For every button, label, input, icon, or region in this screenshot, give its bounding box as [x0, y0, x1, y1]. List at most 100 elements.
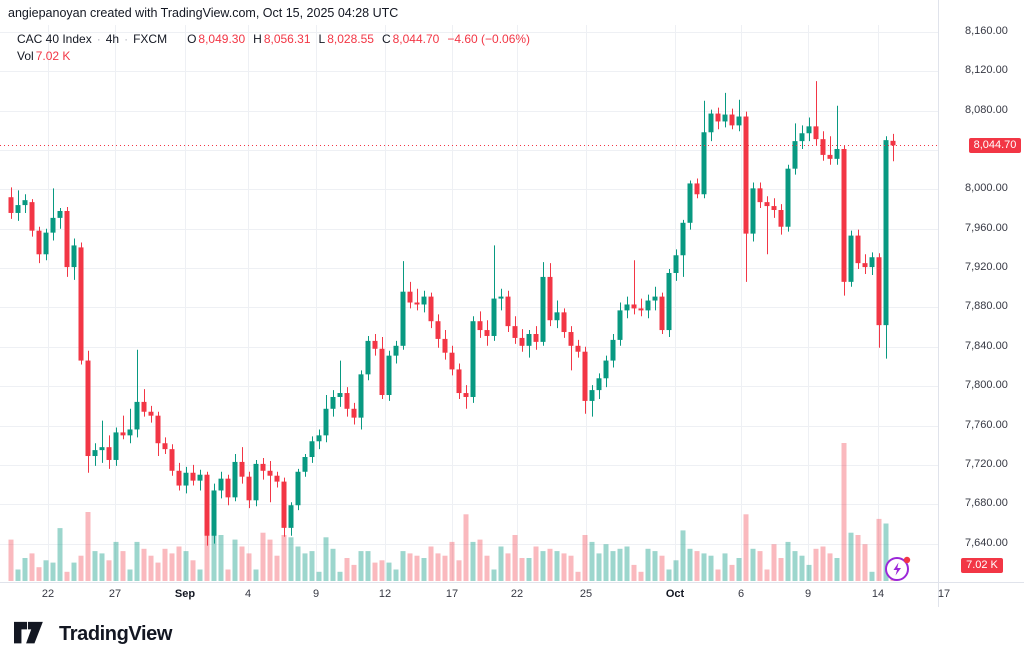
interval-label[interactable]: 4h	[105, 32, 120, 46]
price-axis-label: 7,800.00	[965, 379, 1008, 392]
volume-bar	[449, 541, 455, 581]
volume-bar	[176, 546, 182, 581]
time-axis-label: Oct	[665, 588, 685, 600]
watermark-text: angiepanoyan created with TradingView.co…	[8, 6, 399, 20]
volume-bar	[183, 551, 189, 581]
time-axis[interactable]: 22 27 Sep 4 9 12 17 22 25 Oct 6 9 14 17	[0, 583, 1024, 607]
volume-bar	[267, 539, 273, 581]
volume-bar	[526, 558, 532, 581]
candle-body	[323, 408, 329, 436]
flash-icon[interactable]	[883, 553, 913, 583]
volume-bar	[232, 539, 238, 581]
volume-bar	[351, 564, 357, 581]
volume-bar	[645, 548, 651, 581]
footer-bar: TradingView	[0, 607, 1024, 665]
candle-body	[246, 476, 252, 501]
close-label: C	[381, 32, 391, 46]
volume-bar	[330, 548, 336, 581]
price-axis-label: 7,880.00	[965, 300, 1008, 313]
candle-body	[484, 330, 490, 336]
candle-body	[43, 232, 49, 255]
symbol-title[interactable]: CAC 40 Index	[17, 32, 92, 46]
candle-body	[617, 310, 623, 340]
volume-bar	[596, 553, 602, 581]
volume-bar	[169, 553, 175, 581]
volume-bar	[15, 569, 21, 581]
candle-body	[190, 472, 196, 481]
candle-body	[603, 360, 609, 379]
volume-bar	[36, 567, 42, 581]
candle-body	[470, 321, 476, 397]
candle-body	[463, 393, 469, 397]
candle-body	[22, 200, 28, 206]
candle-body	[134, 401, 140, 430]
volume-bar	[106, 560, 112, 581]
volume-bar	[302, 553, 308, 581]
volume-bar	[92, 551, 98, 581]
volume-bar	[442, 555, 448, 581]
volume-bar	[729, 564, 735, 581]
volume-bar	[757, 551, 763, 581]
candle-body	[491, 298, 497, 336]
candle-body	[764, 202, 770, 207]
volume-bar	[694, 551, 700, 581]
candle-body	[421, 296, 427, 305]
volume-bar	[484, 555, 490, 581]
price-axis[interactable]: 8,160.00 8,120.00 8,080.00 8,000.00 7,960.00…	[938, 0, 1024, 582]
volume-bar	[491, 569, 497, 581]
candle-body	[526, 333, 532, 346]
price-axis-label: 7,680.00	[965, 497, 1008, 510]
candle-body	[148, 411, 154, 416]
candle-body	[589, 390, 595, 401]
tradingview-logo-mark	[14, 621, 43, 644]
time-axis-label: 22	[510, 588, 524, 600]
volume-bar	[673, 560, 679, 581]
volume-bar	[274, 555, 280, 581]
volume-bar	[309, 551, 315, 581]
candle-body	[708, 113, 714, 133]
volume-bar	[85, 512, 91, 581]
volume-bar	[834, 558, 840, 581]
candle-body	[498, 296, 504, 299]
price-chart-canvas[interactable]	[0, 0, 938, 582]
candle-body	[50, 217, 56, 233]
candle-body	[449, 352, 455, 370]
volume-bar	[113, 541, 119, 581]
candle-body	[120, 432, 126, 436]
volume-bar	[29, 553, 35, 581]
candle-body	[64, 210, 70, 268]
low-value: 8,028.55	[327, 32, 374, 46]
volume-bar	[204, 516, 210, 581]
chart-legend: CAC 40 Index · 4h · FXCM O 8,049.30 H 8,056.31 L 8…	[17, 31, 530, 64]
volume-bar	[127, 569, 133, 581]
time-axis-label: 27	[108, 588, 122, 600]
volume-bar	[505, 553, 511, 581]
lightning-bolt-icon	[893, 562, 901, 576]
candle-body	[183, 472, 189, 486]
volume-bar	[561, 553, 567, 581]
volume-bar	[71, 562, 77, 581]
candle-body	[400, 291, 406, 346]
candle-body	[442, 338, 448, 353]
candle-body	[162, 443, 168, 450]
volume-bar	[64, 571, 70, 581]
volume-bar	[680, 530, 686, 581]
candle-body	[113, 432, 119, 460]
volume-bar	[785, 541, 791, 581]
candle-body	[127, 429, 133, 436]
volume-bar	[22, 558, 28, 581]
volume-bar	[862, 544, 868, 581]
candle-body	[29, 202, 35, 231]
candle-body	[610, 339, 616, 361]
candle-body	[218, 478, 224, 491]
tradingview-logo[interactable]: TradingView	[14, 621, 172, 647]
time-axis-label: 9	[312, 588, 320, 600]
candle-body	[344, 393, 350, 409]
candle-body	[813, 126, 819, 140]
exchange-label: FXCM	[133, 32, 168, 46]
candle-body	[57, 210, 63, 218]
volume-bar	[470, 541, 476, 581]
time-axis-label: 12	[378, 588, 392, 600]
volume-bar	[253, 569, 259, 581]
volume-bar	[239, 546, 245, 581]
